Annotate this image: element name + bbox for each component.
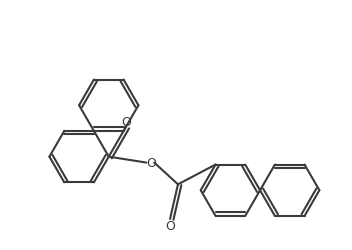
- Text: O: O: [146, 156, 156, 170]
- Text: O: O: [121, 116, 131, 129]
- Text: O: O: [165, 220, 175, 232]
